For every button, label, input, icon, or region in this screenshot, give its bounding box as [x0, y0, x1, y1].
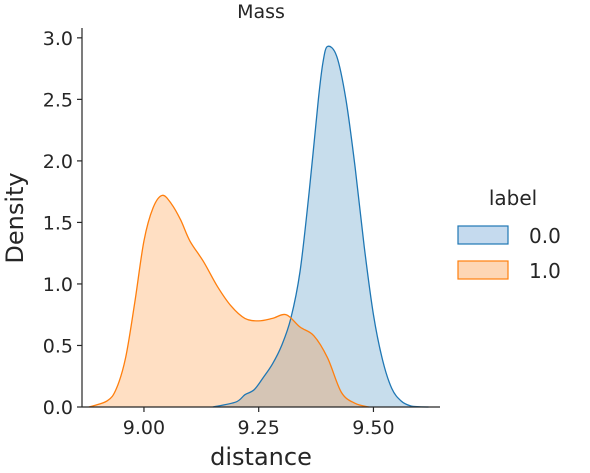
legend-swatch-1.0: [457, 260, 509, 280]
y-tick-label: 2.0: [43, 151, 73, 173]
legend: label 0.01.0: [457, 186, 561, 283]
y-tick-label: 3.0: [43, 28, 73, 50]
y-tick-label: 0.5: [43, 335, 73, 357]
y-tick-label: 1.5: [43, 212, 73, 234]
series-line-0.0: [212, 45, 429, 408]
legend-swatch-0.0: [457, 225, 509, 245]
series-area-0.0: [212, 46, 429, 408]
y-axis-label: Density: [1, 172, 29, 263]
y-tick-label: 2.5: [43, 89, 73, 111]
y-ticks: 0.0 0.5 1.0 1.5 2.0 2.5 3.0: [43, 28, 82, 419]
legend-label-1.0: 1.0: [529, 259, 561, 283]
legend-items: 0.01.0: [457, 224, 561, 283]
series-line-1.0: [88, 194, 370, 408]
series-area-1.0: [88, 195, 369, 407]
legend-title: label: [489, 186, 537, 210]
y-tick-label: 1.0: [43, 274, 73, 296]
series-fills: [88, 46, 429, 408]
chart-title: Mass: [237, 1, 285, 23]
x-tick-label: 9.25: [238, 417, 280, 439]
x-axis-label: distance: [210, 443, 312, 471]
legend-label-0.0: 0.0: [529, 224, 561, 248]
plot-area: 9.00 9.25 9.50 0.0 0.5 1.0 1.5 2.0 2.5 3.0: [43, 28, 440, 439]
series-lines: [88, 45, 429, 408]
y-tick-label: 0.0: [43, 397, 73, 419]
x-tick-label: 9.50: [352, 417, 394, 439]
x-ticks: 9.00 9.25 9.50: [123, 407, 395, 439]
x-tick-label: 9.00: [123, 417, 165, 439]
series-layer: [88, 45, 429, 408]
